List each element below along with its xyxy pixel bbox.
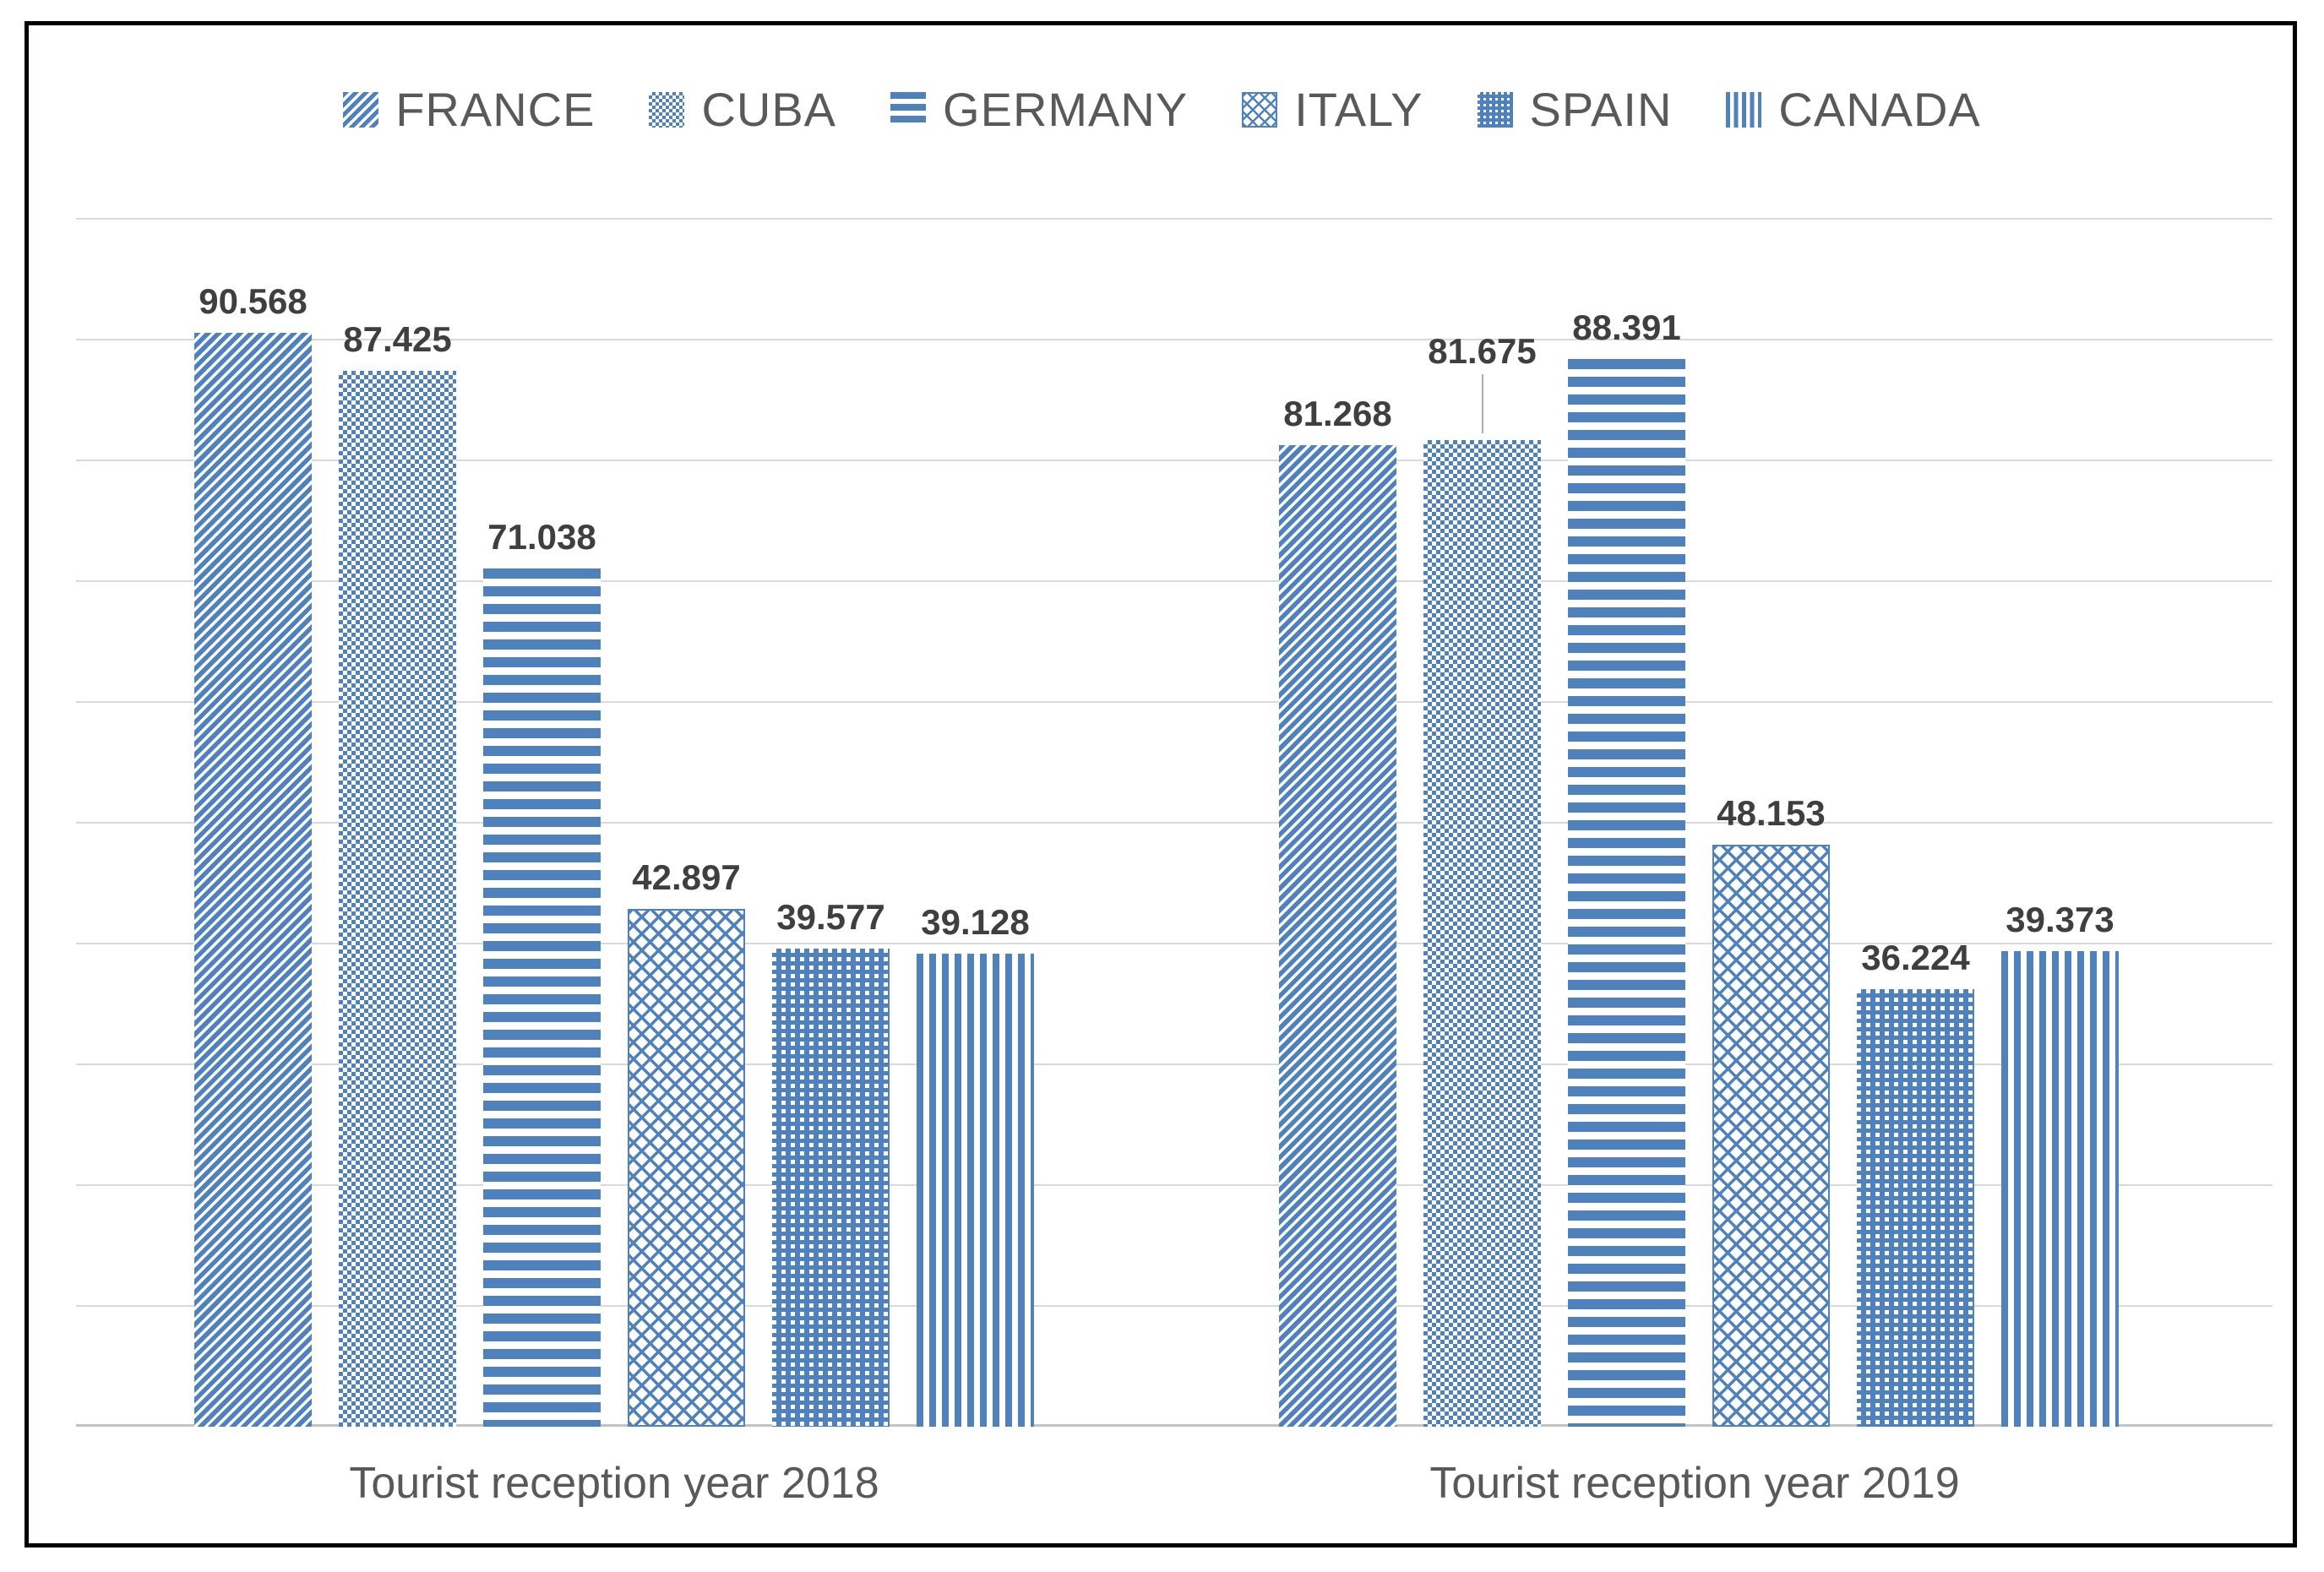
label-leader-line-cuba-2019 [1481, 374, 1483, 434]
bar-cuba-2018 [339, 371, 456, 1427]
gridline-60 [76, 701, 2272, 703]
data-label-italy-2019: 48.153 [1717, 793, 1826, 834]
bar-italy-2019 [1712, 845, 1830, 1427]
legend-label-france: FRANCE [395, 83, 596, 136]
category-label-2018: Tourist reception year 2018 [349, 1459, 879, 1508]
legend-item-france: FRANCE [343, 86, 595, 133]
x-axis-baseline [76, 1424, 2272, 1427]
data-label-france-2018: 90.568 [199, 280, 308, 321]
bar-germany-2019 [1568, 359, 1685, 1427]
plot-area: 90.568 81.268 87.425 81.675 71.038 88.391 42.8… [76, 218, 2272, 1427]
legend-swatch-france-diagonal-stripes-icon [343, 92, 379, 128]
gridline-80 [76, 460, 2272, 461]
gridline-70 [76, 580, 2272, 582]
data-label-cuba-2019: 81.675 [1428, 331, 1537, 372]
data-label-canada-2019: 39.373 [2006, 899, 2114, 939]
legend-item-canada: CANADA [1726, 86, 1980, 133]
legend-item-spain: SPAIN [1477, 83, 1673, 136]
bar-cuba-2019 [1423, 440, 1541, 1427]
legend-label-italy: ITALY [1294, 83, 1423, 136]
legend-item-germany: GERMANY [890, 86, 1188, 133]
bar-spain-2018 [772, 949, 890, 1427]
bar-france-2019 [1279, 445, 1396, 1427]
data-label-germany-2019: 88.391 [1572, 307, 1681, 348]
legend-swatch-cuba-checkerboard-dots-icon [649, 92, 685, 128]
bar-germany-2018 [483, 568, 601, 1427]
legend-swatch-spain-grid-dots-icon [1477, 92, 1513, 128]
gridline-100 [76, 218, 2272, 220]
legend-label-germany: GERMANY [943, 83, 1189, 136]
data-label-france-2019: 81.268 [1283, 393, 1392, 433]
legend-swatch-germany-horizontal-stripes-icon [890, 92, 927, 128]
data-label-italy-2018: 42.897 [632, 857, 741, 897]
bar-spain-2019 [1857, 989, 1974, 1427]
legend-label-spain: SPAIN [1529, 83, 1673, 136]
gridline-10 [76, 1305, 2272, 1307]
bar-italy-2018 [628, 909, 745, 1427]
gridline-50 [76, 822, 2272, 824]
gridline-90 [76, 339, 2272, 340]
gridline-40 [76, 943, 2272, 944]
chart-legend: FRANCE CUBA GERMANY ITALY SPAIN CANADA [0, 84, 2324, 135]
data-label-canada-2018: 39.128 [921, 902, 1030, 943]
bar-canada-2019 [2001, 951, 2119, 1427]
data-label-spain-2018: 39.577 [776, 897, 885, 938]
legend-item-cuba: CUBA [649, 86, 836, 133]
legend-label-canada: CANADA [1778, 83, 1981, 136]
gridline-30 [76, 1063, 2272, 1065]
data-label-spain-2019: 36.224 [1861, 938, 1970, 977]
gridline-20 [76, 1184, 2272, 1186]
bar-france-2018 [194, 333, 312, 1427]
data-label-cuba-2018: 87.425 [343, 318, 452, 359]
data-label-germany-2018: 71.038 [487, 517, 596, 558]
bar-canada-2018 [917, 954, 1034, 1427]
legend-swatch-canada-vertical-stripes-icon [1726, 92, 1762, 128]
category-label-2019: Tourist reception year 2019 [1429, 1459, 1960, 1508]
legend-item-italy: ITALY [1242, 86, 1423, 133]
legend-swatch-italy-diamond-weave-icon [1242, 92, 1278, 128]
legend-label-cuba: CUBA [701, 83, 837, 136]
